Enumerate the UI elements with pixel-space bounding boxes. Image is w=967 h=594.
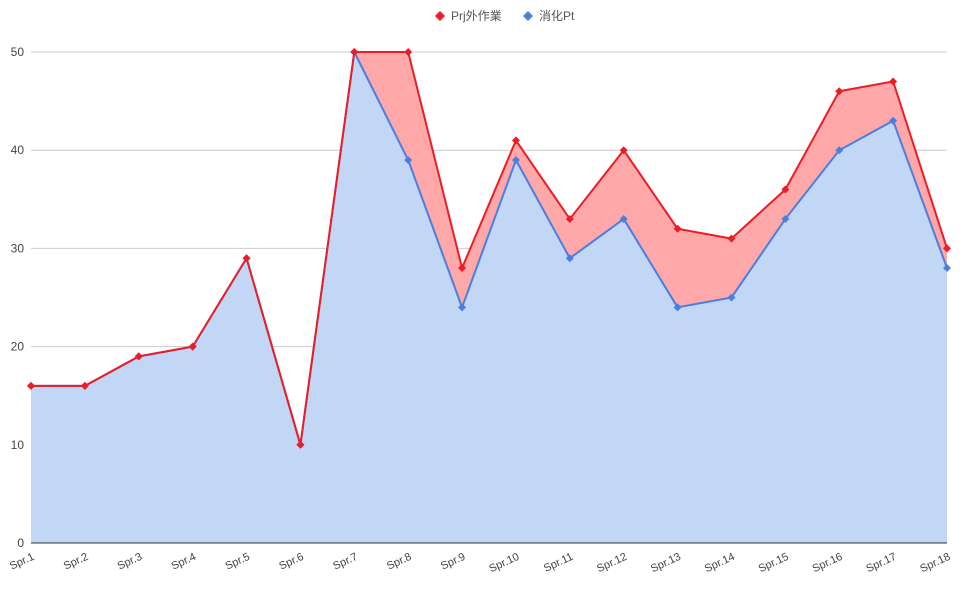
x-tick-label: Spr.7 <box>331 551 359 573</box>
x-tick-label: Spr.16 <box>811 551 845 575</box>
point-prj-Spr.14 <box>727 234 736 243</box>
x-tick-label: Spr.13 <box>649 551 683 575</box>
series-line-prj <box>31 51 948 446</box>
x-tick-label: Spr.14 <box>703 551 737 575</box>
point-prj-Spr.17 <box>889 77 898 86</box>
point-prj-Spr.6 <box>296 440 305 449</box>
point-pt-Spr.10 <box>511 156 520 165</box>
x-tick-label: Spr.5 <box>223 551 251 573</box>
point-pt-Spr.11 <box>565 254 574 263</box>
point-prj-Spr.18 <box>943 244 951 253</box>
point-prj-Spr.7 <box>350 48 359 56</box>
point-prj-Spr.1 <box>27 381 35 390</box>
x-tick-label: Spr.18 <box>918 551 952 575</box>
series-points <box>27 48 951 449</box>
x-tick-label: Spr.11 <box>542 551 575 575</box>
point-prj-Spr.16 <box>835 87 844 96</box>
point-prj-Spr.3 <box>134 352 143 361</box>
point-pt-Spr.17 <box>889 116 898 125</box>
point-prj-Spr.11 <box>565 214 574 223</box>
point-pt-Spr.18 <box>943 264 951 273</box>
point-pt-Spr.12 <box>619 214 628 223</box>
point-prj-Spr.13 <box>673 224 682 233</box>
point-prj-Spr.9 <box>458 264 467 273</box>
point-pt-Spr.9 <box>458 303 467 312</box>
legend-item-2[interactable]: 消化Pt <box>523 9 575 23</box>
x-tick-label: Spr.17 <box>864 551 898 575</box>
legend: Prj外作業 消化Pt <box>435 9 575 23</box>
area-pt <box>31 52 947 543</box>
legend-marker-icon <box>435 11 445 21</box>
legend-label: 消化Pt <box>539 9 575 23</box>
x-tick-label: Spr.3 <box>116 551 144 573</box>
point-prj-Spr.4 <box>188 342 197 351</box>
point-prj-Spr.5 <box>242 254 251 263</box>
point-prj-Spr.8 <box>404 48 413 56</box>
y-tick-label: 40 <box>11 143 25 157</box>
x-tick-label: Spr.9 <box>439 551 467 573</box>
point-prj-Spr.15 <box>781 185 790 194</box>
point-pt-Spr.14 <box>727 293 736 302</box>
x-tick-label: Spr.6 <box>277 551 305 573</box>
point-pt-Spr.15 <box>781 214 790 223</box>
x-tick-label: Spr.4 <box>170 551 198 573</box>
point-prj-Spr.10 <box>511 136 520 145</box>
series-lines <box>31 51 948 446</box>
x-tick-label: Spr.12 <box>595 551 629 575</box>
x-tick-label: Spr.15 <box>757 551 791 575</box>
y-tick-label: 50 <box>11 45 25 59</box>
y-tick-label: 20 <box>11 340 25 354</box>
y-tick-label: 30 <box>11 241 25 255</box>
y-tick-label: 0 <box>17 536 24 550</box>
point-pt-Spr.16 <box>835 146 844 155</box>
legend-marker-icon <box>523 11 533 21</box>
x-tick-label: Spr.8 <box>385 551 413 573</box>
area-fills <box>31 52 947 543</box>
x-tick-label: Spr.10 <box>487 551 521 575</box>
x-tick-label: Spr.2 <box>62 551 90 573</box>
legend-item-1[interactable]: Prj外作業 <box>435 9 502 23</box>
legend-label: Prj外作業 <box>451 9 502 23</box>
point-pt-Spr.8 <box>404 156 413 165</box>
point-prj-Spr.12 <box>619 146 628 155</box>
point-pt-Spr.13 <box>673 303 682 312</box>
x-tick-label: Spr.1 <box>8 551 36 573</box>
y-tick-label: 10 <box>11 438 25 452</box>
point-prj-Spr.2 <box>80 381 89 390</box>
